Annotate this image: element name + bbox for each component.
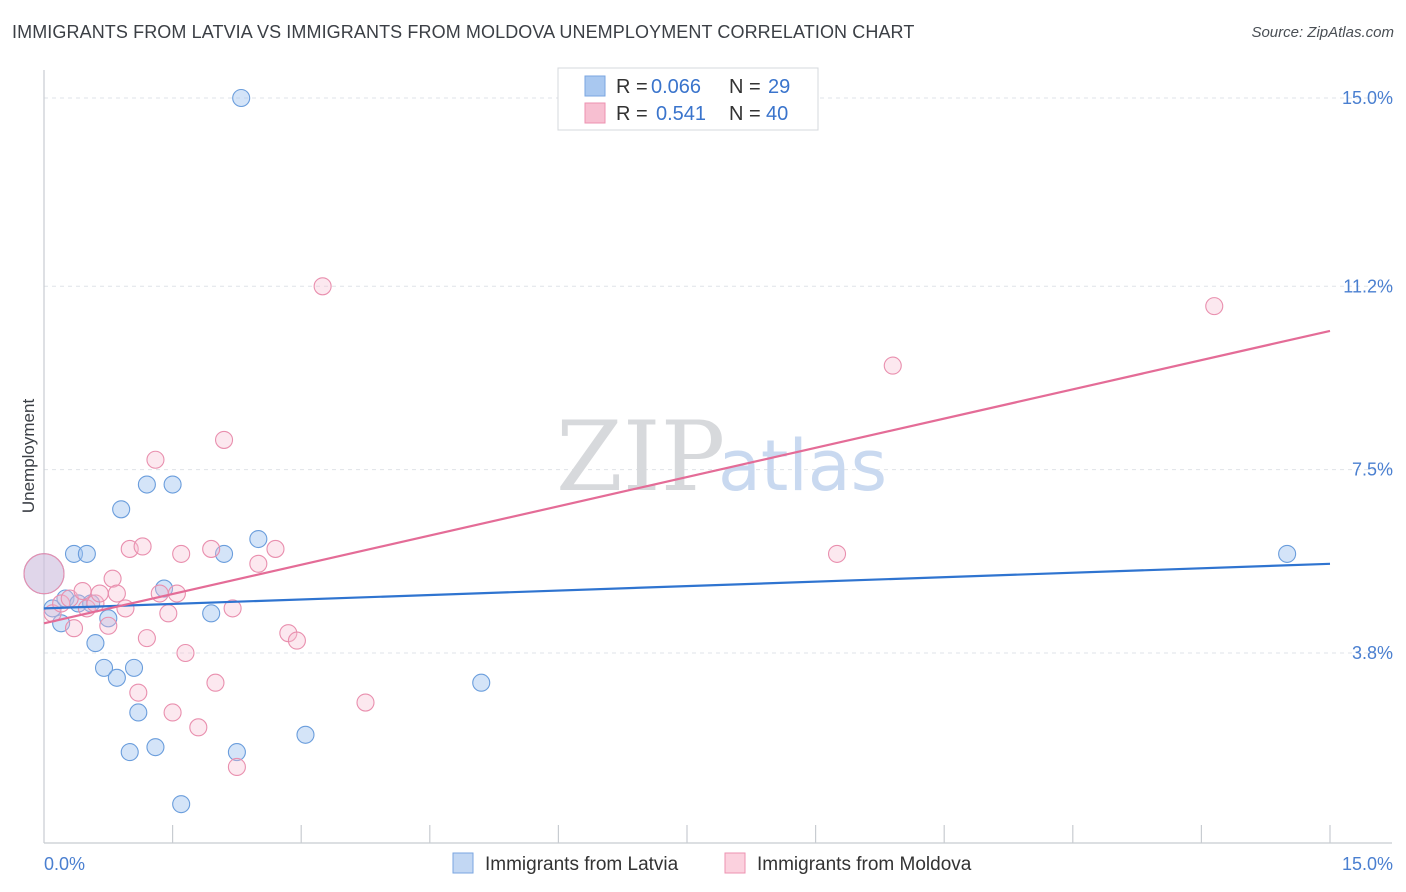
legend-n-label-latvia: N = [729,76,761,98]
legend-r-value-moldova: 0.541 [656,103,706,125]
series-legend: Immigrants from Latvia Immigrants from M… [452,852,972,875]
source-credit: Source: ZipAtlas.com [1251,24,1394,41]
point-latvia-9 [94,658,114,677]
point-latvia-27 [472,673,491,692]
point-latvia-17 [146,738,165,757]
point-latvia-10 [99,609,118,628]
point-moldova-36 [827,544,847,563]
point-moldova-35 [356,693,375,712]
legend-r-value-latvia: 0.066 [651,76,701,98]
axes [43,70,1392,844]
point-moldova-14 [129,683,148,702]
point-moldova-34 [313,277,332,296]
y-axis-label: Unemployment [19,399,38,514]
legend-swatch-latvia-bottom [452,852,474,874]
y-tick-label-2: 11.2% [1343,276,1393,296]
point-moldova-33 [287,631,306,650]
series-moldova-points [23,277,1224,777]
point-latvia-16 [137,475,156,494]
point-moldova-37 [883,356,902,375]
x-tick-label-1: 15.0% [1342,854,1393,874]
y-tick-label-0: 3.8% [1352,643,1393,663]
point-latvia-13 [120,743,139,762]
point-moldova-25 [202,539,221,558]
point-latvia-20 [172,795,191,814]
legend-r-label-latvia: R = [616,76,648,98]
legend-r-label-moldova: R = [616,103,648,125]
point-moldova-9 [99,616,118,635]
point-moldova-8 [90,584,109,603]
point-latvia-6 [77,544,96,563]
point-moldova-18 [150,584,169,603]
x-tick-label-0: 0.0% [44,854,85,874]
point-latvia-25 [249,529,268,549]
gridlines [44,97,1392,654]
legend-n-value-latvia: 29 [768,76,790,98]
point-moldova-38 [1205,297,1224,316]
point-latvia-21 [202,604,221,623]
point-moldova-30 [249,554,268,573]
point-moldova-19 [159,604,178,623]
point-moldova-5 [73,582,92,601]
point-latvia-11 [107,668,126,687]
point-latvia-24 [232,88,251,108]
correlation-legend: R = 0.066 N = 29 R = 0.541 N = 40 [557,67,819,131]
point-moldova-24 [189,718,208,737]
chart-title: IMMIGRANTS FROM LATVIA VS IMMIGRANTS FRO… [12,22,915,42]
point-moldova-28 [223,599,242,618]
legend-swatch-moldova-bottom [724,852,746,874]
point-latvia-26 [296,725,315,744]
point-moldova-31 [266,539,285,558]
legend-n-value-moldova: 40 [766,103,788,125]
point-moldova-20 [163,703,182,722]
legend-swatch-moldova [584,102,606,124]
y-tick-labels: 3.8% 7.5% 11.2% 15.0% [1342,88,1393,663]
trendline-moldova [43,329,1331,625]
point-moldova-10 [103,569,122,588]
point-moldova-26 [206,673,225,692]
point-latvia-19 [163,475,182,494]
y-tick-label-3: 15.0% [1342,88,1393,108]
trendline-latvia [43,562,1331,610]
legend-label-moldova: Immigrants from Moldova [757,854,972,875]
point-moldova-29 [227,757,246,777]
point-moldova-22 [172,544,191,563]
point-latvia-28 [1278,544,1297,563]
legend-label-latvia: Immigrants from Latvia [485,854,679,875]
point-moldova-27 [214,430,234,449]
point-latvia-8 [86,634,105,653]
x-ticks: 0.0% 15.0% [44,825,1393,874]
point-moldova-15 [133,537,152,556]
point-moldova-4 [64,619,84,638]
point-moldova-11 [107,584,126,603]
point-moldova-16 [137,629,156,648]
point-latvia-14 [124,658,144,677]
point-moldova-0 [23,553,65,595]
y-tick-label-1: 7.5% [1352,460,1393,480]
point-moldova-23 [176,643,195,663]
watermark-zip: ZIP [556,401,725,513]
point-latvia-15 [129,703,148,722]
legend-swatch-latvia [584,75,606,97]
point-latvia-23 [227,743,246,762]
series-latvia-points [23,88,1297,814]
point-latvia-12 [112,500,131,519]
legend-n-label-moldova: N = [729,103,761,125]
trendlines [43,329,1331,625]
point-latvia-4 [64,544,84,563]
point-moldova-17 [146,450,165,469]
